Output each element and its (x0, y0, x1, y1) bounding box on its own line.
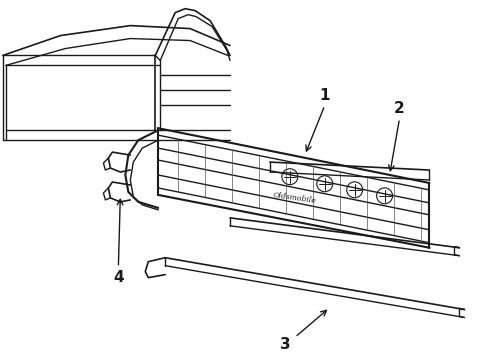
Text: Oldsmobile: Oldsmobile (272, 191, 317, 205)
Text: 3: 3 (280, 337, 290, 352)
Text: 1: 1 (319, 88, 330, 103)
Text: 4: 4 (113, 270, 123, 285)
Text: 2: 2 (394, 101, 405, 116)
